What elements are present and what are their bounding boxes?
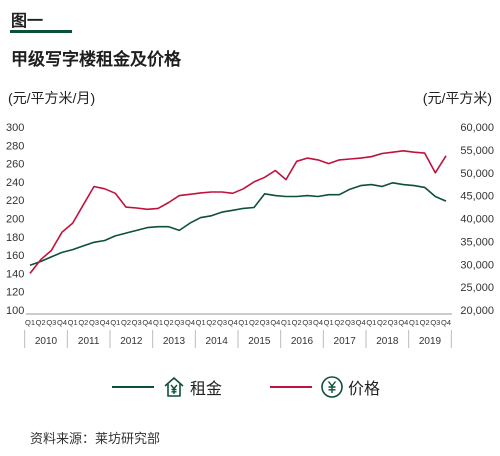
x-quarter-label: Q3 [388,318,398,327]
x-year-label: 2018 [376,336,399,347]
y-left-tick-label: 120 [6,287,24,299]
x-quarter-label: Q3 [302,318,312,327]
x-quarter-label: Q3 [132,318,142,327]
legend-rent-label: 租金 [190,381,223,398]
x-quarter-label: Q2 [249,318,259,327]
x-quarter-label: Q2 [206,318,216,327]
x-quarter-label: Q2 [164,318,174,327]
x-quarter-label: Q4 [313,318,323,327]
x-quarter-label: Q1 [153,318,163,327]
x-year-label: 2014 [206,336,229,347]
x-quarter-label: Q2 [292,318,302,327]
y-left-tick-label: 300 [6,122,24,134]
x-quarter-label: Q1 [25,318,35,327]
figure-label: 图一 [11,13,44,30]
x-year-label: 2015 [248,336,271,347]
y-left-tick-label: 200 [6,214,24,226]
x-quarter-label: Q2 [78,318,88,327]
house-yen-icon [164,377,184,397]
x-year-label: 2011 [78,336,100,347]
x-quarter-label: Q4 [228,318,238,327]
rent-series-line [29,182,447,266]
right-axis-unit: (元/平方米) [422,90,492,106]
x-year-label: 2016 [291,336,314,347]
x-quarter-label: Q3 [260,318,270,327]
y-left-tick-label: 260 [6,159,24,171]
x-quarter-label: Q2 [121,318,131,327]
x-quarter-label: Q4 [57,318,67,327]
y-left-tick-label: 100 [6,305,24,317]
x-quarter-label: Q1 [68,318,78,327]
figure-label-underline [10,30,72,33]
x-quarter-label: Q4 [270,318,280,327]
x-quarter-label: Q2 [420,318,430,327]
x-quarter-label: Q2 [334,318,344,327]
circle-yen-icon [321,376,343,398]
x-quarter-label: Q3 [174,318,184,327]
x-year-label: 2010 [35,336,58,347]
y-right-tick-label: 35,000 [460,236,494,248]
y-right-tick-label: 45,000 [460,191,494,203]
x-year-label: 2019 [419,336,442,347]
x-quarter-label: Q4 [185,318,195,327]
x-quarter-label: Q2 [36,318,46,327]
x-quarter-label: Q1 [238,318,248,327]
chart-title: 甲级写字楼租金及价格 [11,50,181,69]
y-right-tick-label: 20,000 [460,305,494,317]
x-quarter-label: Q3 [89,318,99,327]
x-quarter-label: Q3 [217,318,227,327]
y-left-tick-label: 180 [6,232,24,244]
x-quarter-label: Q4 [356,318,366,327]
x-quarter-label: Q1 [324,318,334,327]
y-left-tick-label: 140 [6,268,24,280]
x-quarter-label: Q1 [366,318,376,327]
y-right-tick-label: 40,000 [460,214,494,226]
source-note: 资料来源：莱坊研究部 [30,431,161,446]
legend-rent: 租金 [112,375,222,399]
x-quarter-label: Q3 [46,318,56,327]
y-right-tick-label: 25,000 [460,282,494,294]
x-year-label: 2013 [163,336,186,347]
x-quarter-label: Q4 [100,318,110,327]
legend-price: 价格 [270,375,380,399]
y-right-tick-label: 55,000 [460,145,494,157]
x-quarter-label: Q1 [196,318,206,327]
y-left-tick-label: 160 [6,250,24,262]
y-right-tick-label: 60,000 [460,122,494,134]
x-quarter-label: Q1 [281,318,291,327]
y-left-tick-label: 240 [6,177,24,189]
x-quarter-label: Q1 [409,318,419,327]
x-year-label: 2017 [334,336,357,347]
legend-price-label: 价格 [348,381,381,398]
x-quarter-label: Q3 [345,318,355,327]
x-year-label: 2012 [120,336,143,347]
y-right-tick-label: 30,000 [460,259,494,271]
x-quarter-label: Q2 [377,318,387,327]
line-chart: 100 120 140 160 180 200 220 240 260 280 300 20,000 2… [6,122,494,348]
price-series-line [29,150,447,274]
x-quarter-label: Q3 [430,318,440,327]
y-left-tick-label: 280 [6,140,24,152]
left-axis-unit: (元/平方米/月) [8,90,96,106]
y-left-tick-label: 220 [6,195,24,207]
legend-price-swatch [270,386,312,388]
x-quarter-label: Q4 [441,318,451,327]
x-quarter-label: Q1 [110,318,120,327]
y-right-tick-label: 50,000 [460,168,494,180]
x-quarter-label: Q4 [142,318,152,327]
x-quarter-label: Q4 [398,318,408,327]
legend-rent-swatch [112,386,154,388]
